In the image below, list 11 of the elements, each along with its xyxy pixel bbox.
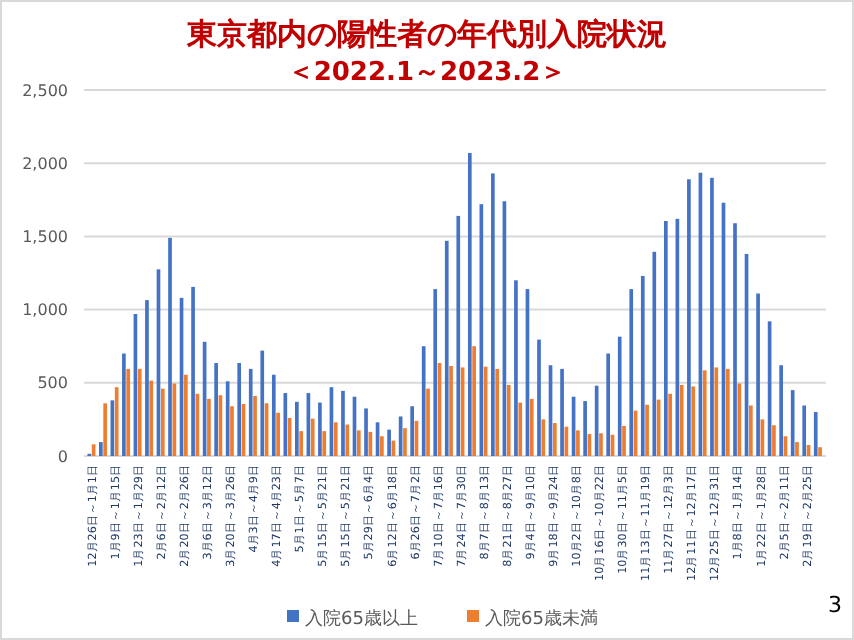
- y-tick-label: 1,500: [22, 228, 68, 246]
- y-tick-label: 1,000: [22, 301, 68, 320]
- text: 3: [828, 592, 842, 618]
- y-tick-label: 2,000: [22, 154, 68, 173]
- legend-label: 入院65歳以上: [305, 608, 418, 631]
- chart-subtitle: ＜2022.1～2023.2＞: [287, 58, 567, 88]
- chart-title: 東京都内の陽性者の年代別入院状況: [185, 16, 667, 52]
- legend-label: 入院65歳未満: [485, 608, 598, 631]
- y-tick-label: 0: [57, 447, 68, 466]
- y-tick-label: 2,500: [22, 81, 68, 100]
- y-tick-label: 500: [37, 374, 68, 393]
